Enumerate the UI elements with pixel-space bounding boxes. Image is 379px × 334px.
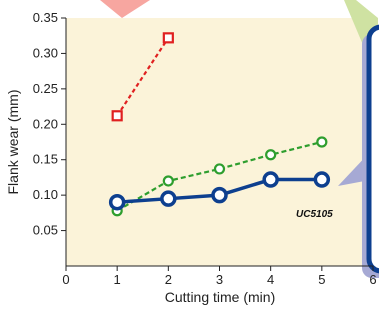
- y-axis-title: Flank wear (mm): [5, 89, 21, 194]
- x-tick-label: 4: [267, 272, 274, 287]
- x-axis-title: Cutting time (min): [165, 289, 275, 305]
- data-point-uc5105: [108, 193, 126, 211]
- x-tick-label: 1: [114, 272, 121, 287]
- series-label-uc5105: UC5105: [296, 209, 333, 220]
- data-point-uc5105: [262, 171, 279, 188]
- data-point-red: [111, 110, 123, 122]
- x-tick-label: 6: [369, 272, 376, 287]
- data-point-uc5105: [313, 171, 331, 188]
- data-point-green: [265, 149, 277, 161]
- x-tick-label: 3: [216, 272, 223, 287]
- callout-box: [366, 24, 379, 274]
- x-tick-label: 5: [318, 272, 325, 287]
- data-point-uc5105: [211, 186, 228, 204]
- data-point-green: [213, 163, 226, 175]
- y-tick-label: 0.05: [33, 223, 58, 238]
- y-tick-label: 0.25: [33, 81, 58, 96]
- data-point-green: [316, 136, 328, 148]
- y-tick-label: 0.20: [33, 116, 58, 131]
- data-point-green: [162, 175, 174, 187]
- y-tick-label: 0.10: [33, 187, 58, 202]
- red-series-callout-tail: [100, 0, 150, 18]
- x-tick-label: 0: [62, 272, 69, 287]
- data-point-uc5105: [160, 190, 177, 207]
- series-line-red: [116, 37, 170, 117]
- y-tick-label: 0.35: [33, 10, 58, 25]
- y-tick-label: 0.30: [33, 45, 58, 60]
- y-tick-label: 0.15: [33, 152, 58, 167]
- x-tick-label: 2: [165, 272, 172, 287]
- data-point-red: [162, 32, 174, 44]
